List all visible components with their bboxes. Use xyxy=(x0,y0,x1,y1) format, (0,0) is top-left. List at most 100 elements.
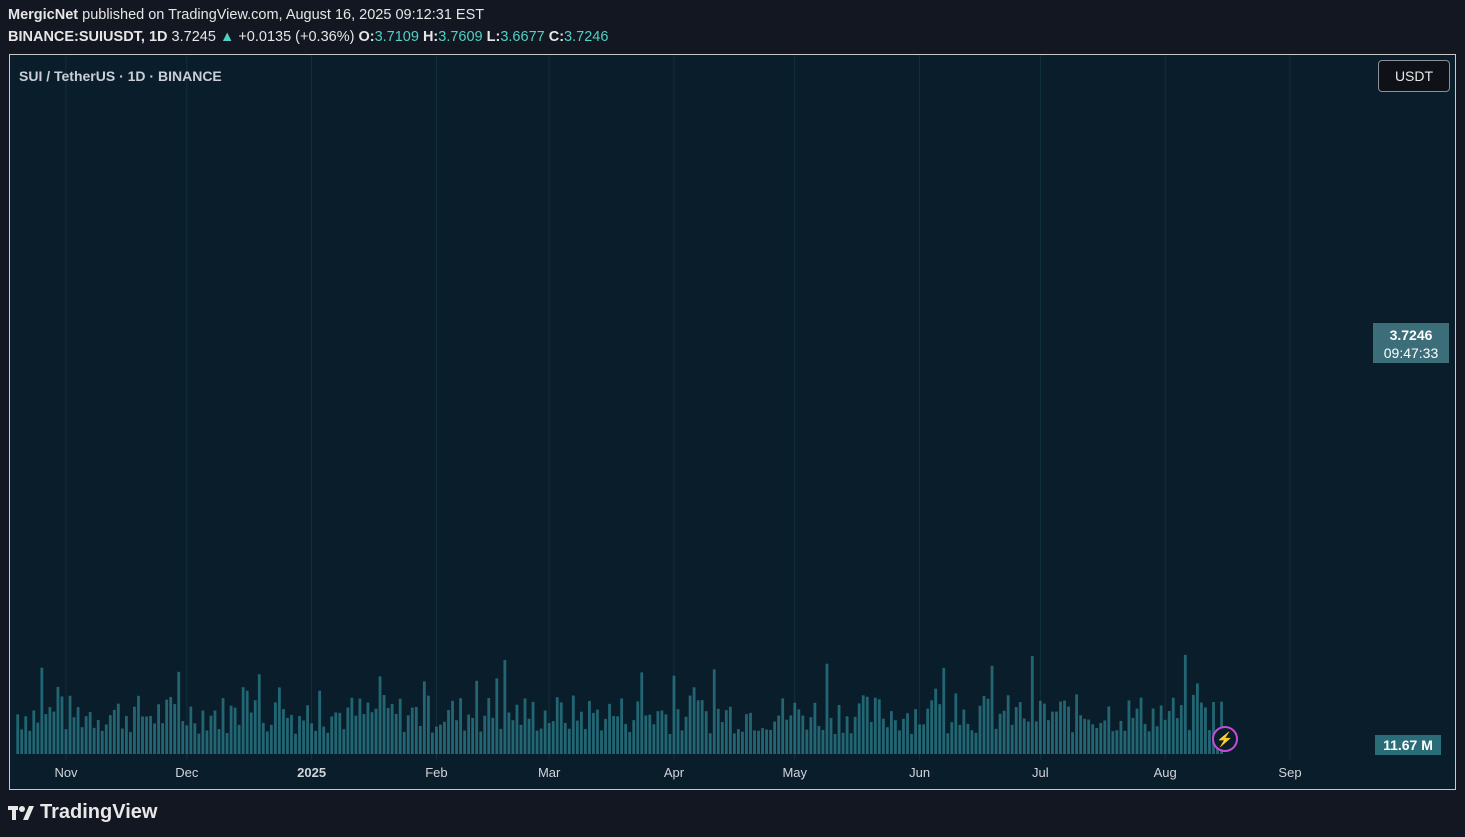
volume-bar xyxy=(100,730,104,754)
volume-bar xyxy=(112,709,116,754)
volume-bar xyxy=(1010,724,1014,754)
volume-bar xyxy=(608,703,611,754)
volume-bar xyxy=(1208,730,1211,754)
volume-bar xyxy=(241,687,245,754)
volume-bar xyxy=(467,714,471,754)
x-tick-label: Apr xyxy=(664,765,685,780)
volume-bar xyxy=(88,712,92,754)
volume-bar xyxy=(668,733,672,754)
volume-bar xyxy=(1022,718,1026,754)
volume-bar xyxy=(741,731,744,754)
volume-bar xyxy=(277,687,281,754)
volume-bar xyxy=(801,715,805,754)
volume-bar xyxy=(894,720,897,754)
volume-bar xyxy=(789,715,793,754)
volume-bar xyxy=(753,730,756,754)
volume-bar xyxy=(736,729,740,754)
currency-button[interactable]: USDT xyxy=(1378,60,1450,92)
volume-bar xyxy=(805,729,809,754)
volume-bar xyxy=(857,703,861,754)
volume-bar xyxy=(765,729,768,754)
volume-bar xyxy=(620,698,624,754)
volume-bar xyxy=(1063,700,1066,754)
x-tick-label: Sep xyxy=(1278,765,1301,780)
volume-bar xyxy=(40,667,44,754)
volume-bar xyxy=(173,704,177,754)
volume-bar xyxy=(1091,724,1095,754)
volume-bar xyxy=(253,700,257,754)
volume-bar xyxy=(958,724,962,754)
volume-bar xyxy=(511,720,515,754)
volume-bar xyxy=(785,719,789,754)
volume-bar xyxy=(36,722,40,754)
volume-bar xyxy=(221,698,225,754)
volume-bar xyxy=(926,708,930,754)
low-label: L: xyxy=(486,29,501,45)
volume-bar xyxy=(197,733,201,754)
volume-bar xyxy=(700,700,704,754)
x-tick-label: Mar xyxy=(538,765,561,780)
volume-bar xyxy=(869,721,873,754)
volume-bar xyxy=(362,714,366,754)
volume-bar xyxy=(881,718,885,754)
volume-bar xyxy=(797,709,801,754)
volume-bar xyxy=(954,693,958,754)
volume-bar xyxy=(604,718,607,754)
volume-bar xyxy=(390,703,394,754)
volume-bar xyxy=(16,714,20,754)
volume-bar xyxy=(664,714,668,754)
volume-bar xyxy=(430,732,434,754)
volume-bar xyxy=(209,715,213,754)
volume-bar xyxy=(1099,722,1103,754)
volume-bar xyxy=(342,729,346,754)
volume-bar xyxy=(338,712,342,754)
volume-bar xyxy=(817,725,821,754)
volume-bar xyxy=(918,724,921,754)
volume-bar xyxy=(1018,702,1022,754)
volume-bar xyxy=(435,726,438,754)
volume-bar xyxy=(217,728,221,754)
volume-bar xyxy=(48,707,52,754)
volume-bar xyxy=(616,716,620,754)
volume-bar xyxy=(934,688,938,754)
volume-bar xyxy=(600,730,603,754)
volume-bar xyxy=(845,716,849,754)
volume-bar xyxy=(302,720,305,754)
volume-bar xyxy=(837,705,841,754)
volume-bar xyxy=(1187,730,1191,754)
volume-bar xyxy=(1071,732,1074,754)
volume-bar xyxy=(974,732,978,754)
publisher-name[interactable]: MergicNet xyxy=(8,7,79,23)
change-arrow: ▲ xyxy=(219,29,235,45)
volume-bar xyxy=(781,698,785,754)
lightning-bolt-icon[interactable]: ⚡ xyxy=(1212,726,1238,752)
volume-bar xyxy=(688,695,692,754)
volume-bar xyxy=(922,724,926,754)
volume-bar xyxy=(64,729,68,754)
volume-bar xyxy=(1103,720,1107,754)
volume-bar xyxy=(660,710,664,754)
volume-bar xyxy=(632,720,636,754)
brand[interactable]: TradingView xyxy=(8,801,157,824)
tradingview-logo-icon xyxy=(8,805,34,820)
volume-bar xyxy=(865,696,869,754)
volume-bar xyxy=(684,716,688,754)
volume-bar xyxy=(374,708,378,754)
volume-bar xyxy=(849,733,853,754)
volume-bar xyxy=(535,730,539,754)
chart-frame[interactable] xyxy=(9,54,1456,790)
volume-bar xyxy=(398,698,402,754)
volume-bar xyxy=(1006,695,1010,754)
volume-bar xyxy=(809,717,813,754)
volume-bar xyxy=(201,710,205,754)
volume-bar xyxy=(579,711,583,754)
volume-bar xyxy=(1051,711,1054,754)
volume-bar xyxy=(720,722,724,754)
volume-bar xyxy=(282,709,285,754)
volume-bar xyxy=(84,716,88,754)
volume-bar xyxy=(414,706,418,754)
symbol-title: SUI / TetherUS · 1D · BINANCE xyxy=(19,68,222,84)
volume-bar xyxy=(326,732,330,754)
volume-bar xyxy=(137,695,140,754)
